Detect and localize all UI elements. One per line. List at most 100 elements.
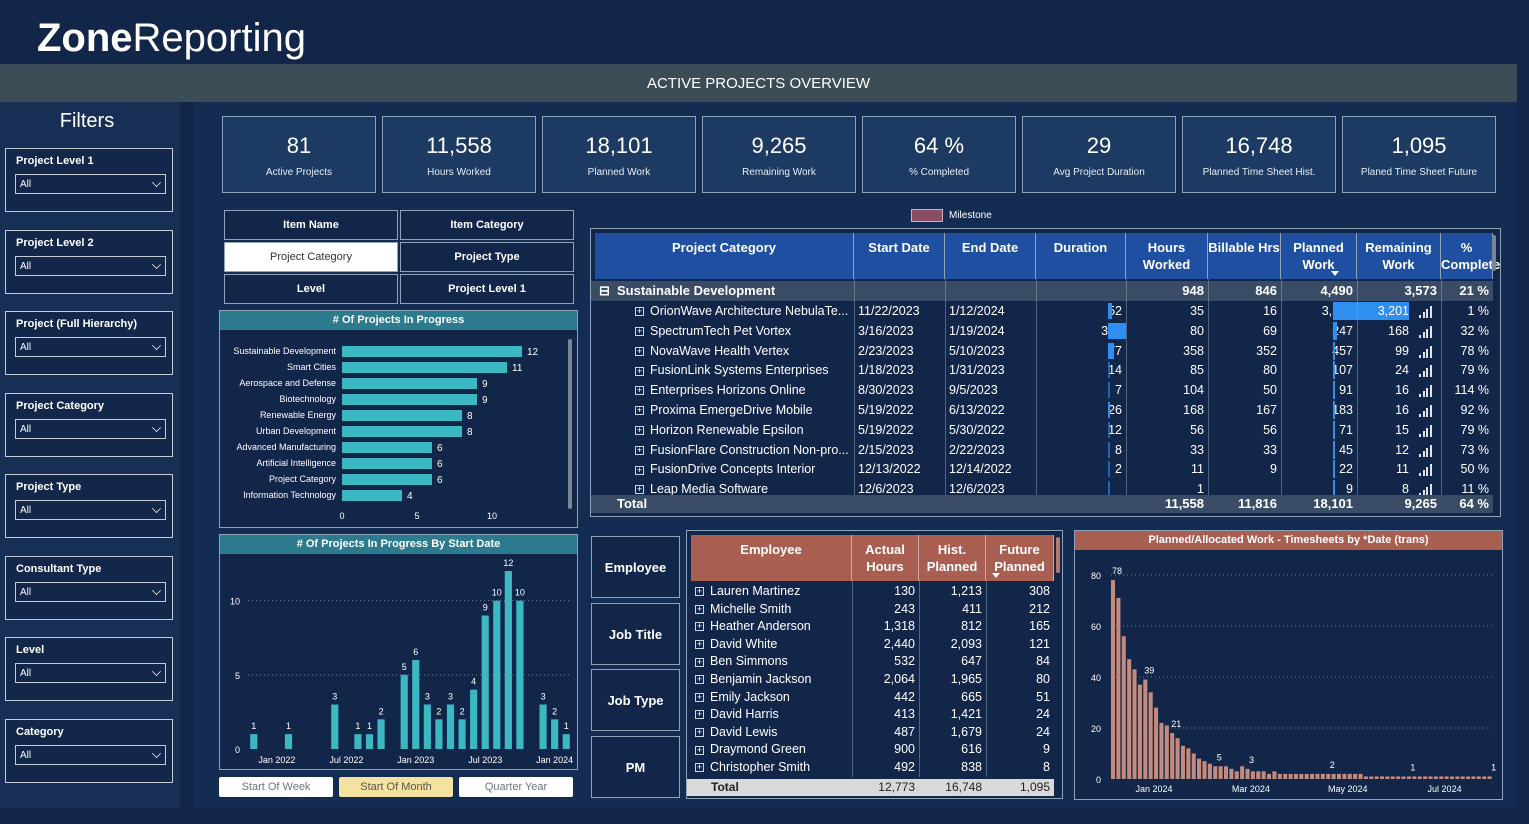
expand-icon[interactable]: + [695,691,704,702]
table-row[interactable]: + David Harris 413 1,421 24 [687,706,1054,724]
toggle-start-of-month[interactable]: Start Of Month [339,777,453,797]
table-scrollbar[interactable] [1056,537,1060,573]
table-row[interactable]: + FusionLink Systems Enterprises 1/18/2023… [591,360,1493,380]
expand-icon[interactable]: + [635,385,644,396]
expand-icon[interactable]: + [635,484,644,495]
expand-icon[interactable]: + [635,306,644,317]
expand-icon[interactable]: + [635,425,644,435]
table-header[interactable]: % Complete [1441,233,1500,279]
expand-icon[interactable]: + [695,621,704,632]
filter-dropdown[interactable]: All [15,744,166,765]
table-header[interactable]: Employee [691,535,852,581]
column [1304,773,1309,779]
expand-icon[interactable]: + [695,709,704,720]
table-header[interactable]: Actual Hours [852,535,919,581]
table-row[interactable]: + Christopher Smith 492 838 8 [687,759,1054,777]
table-row[interactable]: + Michelle Smith 243 411 212 [687,601,1054,619]
table-row[interactable]: + Leap Media Software 12/6/2023 12/6/2023 1 9… [591,479,1493,499]
slicer-button[interactable]: Item Name [224,210,398,240]
table-row[interactable]: + Emily Jackson 442 665 51 [687,689,1054,707]
table-header[interactable]: Planned Work [1281,233,1357,279]
expand-icon[interactable]: + [695,674,704,685]
slicer-button[interactable]: Item Category [400,210,574,240]
bar [342,410,462,421]
filter-dropdown[interactable]: All [15,581,166,602]
table-header[interactable]: Hist. Planned [919,535,986,581]
timesheet-chart: Planned/Allocated Work - Timesheets by *… [1074,530,1503,800]
table-header[interactable]: Billable Hrs [1208,233,1281,279]
expand-icon[interactable]: + [635,365,644,376]
table-row[interactable]: + Lauren Martinez 130 1,213 308 [687,583,1054,601]
table-row[interactable]: + FusionDrive Concepts Interior 12/13/2022… [591,459,1493,479]
column [1137,684,1142,779]
slicer-button[interactable]: Project Category [224,242,398,272]
table-row[interactable]: + Benjamin Jackson 2,064 1,965 80 [687,671,1054,689]
column [1353,773,1358,779]
employee-name: Heather Anderson [710,619,811,634]
table-row[interactable]: + Enterprises Horizons Online 8/30/2023 9/5… [591,380,1493,400]
table-row[interactable]: + SpectrumTech Pet Vortex 3/16/2023 1/19/20… [591,321,1493,341]
table-header[interactable]: End Date [945,233,1036,279]
filter-dropdown[interactable]: All [15,255,166,276]
filter-dropdown[interactable]: All [15,418,166,439]
column [1197,758,1202,779]
expand-icon[interactable]: + [695,603,704,614]
bar-category-label: Urban Development [256,426,337,436]
table-row[interactable]: + David Lewis 487 1,679 24 [687,724,1054,742]
actual-hours: 2,064 [883,672,915,686]
expand-icon[interactable]: + [695,762,704,773]
toggle-quarter-year[interactable]: Quarter Year [459,777,573,797]
table-header[interactable]: Hours Worked [1126,233,1208,279]
remaining-bar [1333,341,1335,360]
filter-7: Level All [5,637,173,701]
table-scrollbar[interactable] [1492,235,1496,271]
table-row[interactable]: + Ben Simmons 532 647 84 [687,653,1054,671]
table-row[interactable]: + FusionFlare Construction Non-pro... 2/15… [591,440,1493,460]
x-tick-label: 0 [339,511,344,521]
column [1320,773,1325,779]
expand-icon[interactable]: + [695,586,704,597]
filter-dropdown[interactable]: All [15,663,166,683]
expand-icon[interactable]: + [635,444,644,455]
breakdown-button-pm[interactable]: PM [591,735,680,798]
column [1406,776,1411,779]
filter-dropdown[interactable]: All [15,174,166,194]
slicer-button[interactable]: Project Level 1 [400,274,574,304]
column [1455,776,1460,779]
column [1342,773,1347,779]
start-date: 2/15/2023 [858,442,914,457]
expand-icon[interactable]: + [695,639,704,649]
expand-icon[interactable]: + [695,727,704,737]
table-row[interactable]: + Draymond Green 900 616 9 [687,741,1054,759]
end-date: 2/22/2023 [949,442,1005,457]
table-row[interactable]: + Heather Anderson 1,318 812 165 [687,618,1054,636]
table-header[interactable]: Remaining Work [1357,233,1441,279]
expand-icon[interactable]: + [695,656,704,667]
expand-icon[interactable]: + [635,405,644,416]
breakdown-button-employee[interactable]: Employee [591,536,680,598]
filter-dropdown[interactable]: All [15,337,166,357]
slicer-button[interactable]: Project Type [400,242,574,272]
table-header[interactable]: Future Planned [986,535,1054,581]
table-header[interactable]: Duration [1036,233,1126,279]
slicer-button[interactable]: Level [224,274,398,304]
toggle-start-of-week[interactable]: Start Of Week [219,777,333,797]
expand-icon[interactable]: + [695,744,704,755]
table-header[interactable]: Start Date [854,233,945,279]
table-row[interactable]: + OrionWave Architecture NebulaTe... 11/22… [591,301,1493,321]
expand-icon[interactable]: + [635,345,644,356]
hist-hours: 411 [962,601,982,616]
table-row[interactable]: + David White 2,440 2,093 121 [687,636,1054,654]
expand-icon[interactable]: + [635,326,644,336]
breakdown-button-job-title[interactable]: Job Title [591,602,680,665]
kpi-label: % Completed [908,167,970,178]
collapse-icon[interactable]: ⊟ [599,283,610,298]
table-row[interactable]: + Horizon Renewable Epsilon 5/19/2022 5/30/… [591,420,1493,440]
table-row[interactable]: + NovaWave Health Vertex 2/23/2023 5/10/202… [591,341,1493,361]
table-row[interactable]: + Proxima EmergeDrive Mobile 5/19/2022 6/13… [591,400,1493,420]
actual-hours: 900 [894,742,915,757]
filter-dropdown[interactable]: All [15,500,166,520]
table-header[interactable]: Project Category [595,233,854,279]
breakdown-button-job-type[interactable]: Job Type [591,669,680,731]
expand-icon[interactable]: + [635,464,644,475]
